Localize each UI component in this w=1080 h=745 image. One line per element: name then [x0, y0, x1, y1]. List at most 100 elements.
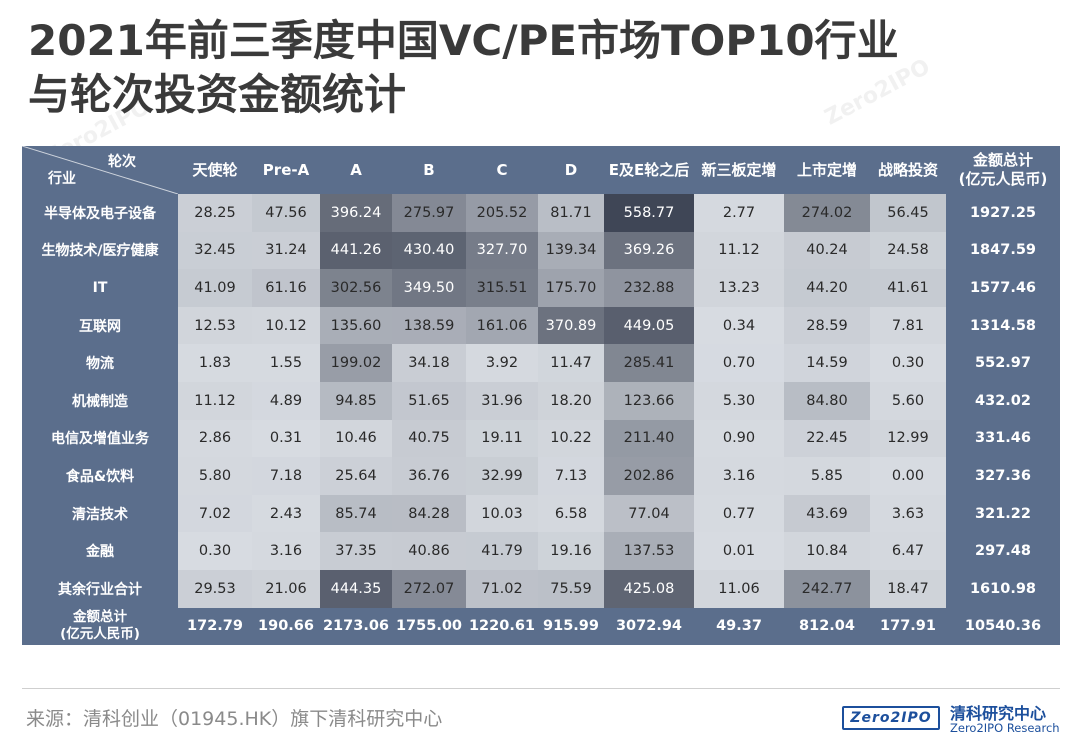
source-note: 来源：清科创业（01945.HK）旗下清科研究中心: [26, 708, 443, 730]
totals-row: 金额总计 (亿元人民币) 172.79 190.66 2173.06 1755.00 122…: [22, 608, 1060, 645]
heatmap-cell: 32.99: [466, 457, 538, 495]
column-total: 177.91: [880, 618, 936, 635]
heatmap-cell: 275.97: [392, 194, 466, 232]
heatmap-cell: 0.34: [694, 306, 784, 345]
heatmap-cell: 14.59: [784, 344, 870, 382]
heatmap-cell: 31.24: [252, 231, 320, 270]
row-label: 食品&饮料: [65, 468, 135, 485]
heatmap-cell: 285.41: [604, 344, 694, 382]
corner-cell: 轮次 行业: [22, 146, 178, 194]
heatmap-table: 轮次 行业 天使轮 Pre-A A B C D E及E轮之后 新三板定增 上市定增 战略投资 金额总…: [22, 146, 1060, 645]
row-label: 电信及增值业务: [51, 431, 149, 448]
column-total: 190.66: [258, 618, 314, 635]
heatmap-cell: 2.86: [178, 419, 252, 458]
row-total: 297.48: [975, 543, 1031, 560]
column-total: 49.37: [716, 618, 762, 635]
heatmap-cell: 21.06: [252, 570, 320, 608]
heatmap-cell: 211.40: [604, 419, 694, 458]
heatmap-cell: 10.84: [784, 532, 870, 570]
heatmap-cell: 425.08: [604, 570, 694, 608]
heatmap-cell: 22.45: [784, 419, 870, 458]
table-row: 机械制造 11.12 4.89 94.85 51.65 31.96 18.20 123.66 5…: [22, 382, 1060, 420]
heatmap-cell: 161.06: [466, 306, 538, 345]
heatmap-cell: 7.18: [252, 457, 320, 495]
heatmap-cell: 369.26: [604, 231, 694, 270]
corner-label-industry: 行业: [48, 171, 76, 187]
table-row: 金融 0.30 3.16 37.35 40.86 41.79 19.16 137.53 0.01…: [22, 532, 1060, 570]
heatmap-cell: 47.56: [252, 194, 320, 232]
heatmap-cell: 0.31: [252, 419, 320, 458]
heatmap-cell: 327.70: [466, 231, 538, 270]
table-row: 半导体及电子设备 28.25 47.56 396.24 275.97 205.52 81.7…: [22, 194, 1060, 232]
heatmap-cell: 56.45: [870, 194, 946, 232]
column-header: C: [496, 160, 508, 179]
column-total: 2173.06: [322, 618, 390, 635]
header-row: 轮次 行业 天使轮 Pre-A A B C D E及E轮之后 新三板定增 上市定增 战略投资 金额总…: [22, 146, 1060, 194]
column-header: Pre-A: [262, 160, 310, 179]
heatmap-cell: 29.53: [178, 570, 252, 608]
table-row: 互联网 12.53 10.12 135.60 138.59 161.06 370.89 449…: [22, 306, 1060, 345]
column-header: A: [350, 160, 362, 179]
heatmap-cell: 36.76: [392, 457, 466, 495]
row-total: 1847.59: [969, 242, 1037, 259]
column-header: D: [564, 160, 578, 179]
row-label: 清洁技术: [72, 506, 128, 523]
heatmap-cell: 28.25: [178, 194, 252, 232]
heatmap-cell: 13.23: [694, 269, 784, 307]
heatmap-cell: 3.63: [870, 494, 946, 533]
heatmap-cell: 24.58: [870, 231, 946, 270]
logo-name: 清科研究中心: [950, 704, 1047, 723]
heatmap-cell: 81.71: [538, 194, 604, 232]
column-total: 1220.61: [468, 618, 536, 635]
column-header: 新三板定增: [701, 160, 777, 179]
row-label: 物流: [86, 356, 114, 373]
chart-title-line1: 2021年前三季度中国VC/PE市场TOP10行业: [28, 16, 899, 65]
heatmap-cell: 40.86: [392, 532, 466, 570]
heatmap-cell: 3.92: [466, 344, 538, 382]
corner-diagonal: [22, 146, 178, 194]
heatmap-cell: 370.89: [538, 306, 604, 345]
heatmap-cell: 11.12: [178, 382, 252, 420]
heatmap-cell: 41.61: [870, 269, 946, 307]
chart-title-line2: 与轮次投资金额统计: [28, 70, 407, 119]
heatmap-cell: 199.02: [320, 344, 392, 382]
heatmap-cell: 40.24: [784, 231, 870, 270]
grand-total: 10540.36: [964, 618, 1042, 635]
heatmap-cell: 135.60: [320, 306, 392, 345]
heatmap-cell: 0.70: [694, 344, 784, 382]
heatmap-cell: 349.50: [392, 269, 466, 307]
heatmap-cell: 5.80: [178, 457, 252, 495]
heatmap-cell: 11.47: [538, 344, 604, 382]
logo-subtitle: Zero2IPO Research: [950, 721, 1060, 735]
column-total: 172.79: [187, 618, 243, 635]
heatmap-cell: 3.16: [252, 532, 320, 570]
column-header: E及E轮之后: [608, 160, 690, 179]
row-total: 1314.58: [969, 317, 1037, 334]
row-label: 其余行业合计: [58, 581, 142, 598]
heatmap-cell: 44.20: [784, 269, 870, 307]
heatmap-cell: 41.79: [466, 532, 538, 570]
footer-divider: [22, 688, 1060, 689]
chart-title: 2021年前三季度中国VC/PE市场TOP10行业 与轮次投资金额统计: [28, 14, 899, 122]
row-total: 552.97: [975, 355, 1031, 372]
heatmap-cell: 137.53: [604, 532, 694, 570]
heatmap-cell: 11.12: [694, 231, 784, 270]
heatmap-cell: 0.30: [178, 532, 252, 570]
heatmap-cell: 441.26: [320, 231, 392, 270]
heatmap-cell: 6.58: [538, 494, 604, 533]
row-label: 机械制造: [72, 393, 128, 410]
heatmap-cell: 84.28: [392, 494, 466, 533]
totals-row-label-line: 金额总计: [73, 609, 127, 626]
heatmap-cell: 75.59: [538, 570, 604, 608]
heatmap-cell: 232.88: [604, 269, 694, 307]
heatmap-cell: 41.09: [178, 269, 252, 307]
column-header-total: 金额总计 (亿元人民币): [946, 146, 1060, 194]
column-header: 天使轮: [192, 160, 238, 179]
heatmap-cell: 31.96: [466, 382, 538, 420]
table-row: 生物技术/医疗健康 32.45 31.24 441.26 430.40 327.70 139…: [22, 231, 1060, 270]
heatmap-cell: 19.11: [466, 419, 538, 458]
heatmap-cell: 84.80: [784, 382, 870, 420]
heatmap-cell: 1.83: [178, 344, 252, 382]
column-total: 1755.00: [395, 618, 463, 635]
row-total: 327.36: [975, 467, 1031, 484]
